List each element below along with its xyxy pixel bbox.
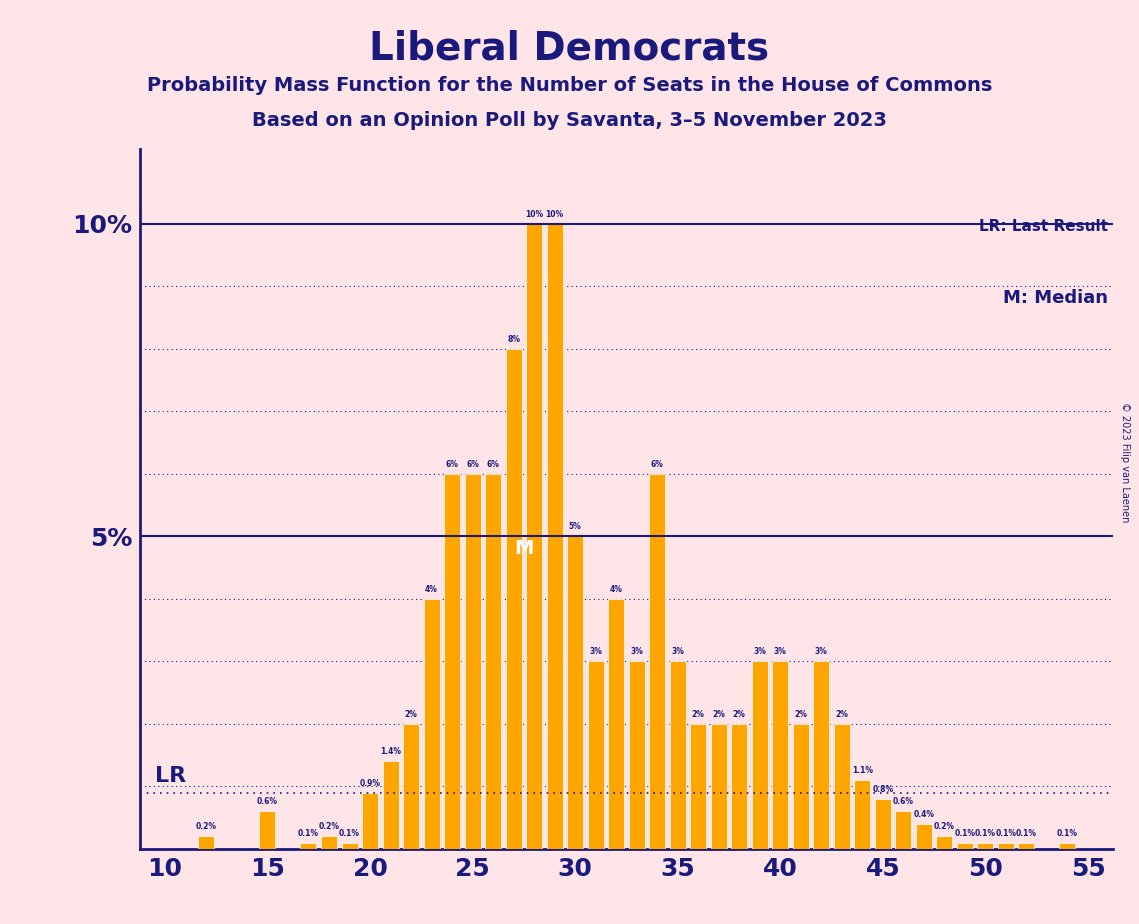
Text: 5%: 5% — [568, 522, 582, 531]
Bar — [875, 799, 891, 849]
Bar — [506, 349, 522, 849]
Text: 3%: 3% — [671, 648, 685, 656]
Text: M: M — [514, 540, 533, 558]
Text: 0.1%: 0.1% — [1016, 829, 1036, 838]
Bar — [260, 811, 276, 849]
Bar — [998, 843, 1014, 849]
Bar — [485, 474, 501, 849]
Text: 0.4%: 0.4% — [913, 810, 934, 819]
Bar — [301, 843, 317, 849]
Text: 3%: 3% — [589, 648, 603, 656]
Text: 3%: 3% — [753, 648, 767, 656]
Bar — [977, 843, 993, 849]
Text: 1.4%: 1.4% — [380, 748, 401, 757]
Text: 1.1%: 1.1% — [852, 766, 872, 775]
Text: 0.2%: 0.2% — [934, 822, 954, 832]
Bar — [813, 662, 829, 849]
Bar — [711, 723, 727, 849]
Bar — [957, 843, 973, 849]
Bar — [854, 780, 870, 849]
Text: 6%: 6% — [486, 460, 500, 469]
Text: 0.1%: 0.1% — [975, 829, 995, 838]
Bar — [670, 662, 686, 849]
Text: 2%: 2% — [835, 710, 849, 719]
Bar — [342, 843, 358, 849]
Bar — [731, 723, 747, 849]
Bar — [629, 662, 645, 849]
Bar — [936, 836, 952, 849]
Text: 6%: 6% — [466, 460, 480, 469]
Bar — [752, 662, 768, 849]
Bar — [916, 824, 932, 849]
Bar — [465, 474, 481, 849]
Text: 4%: 4% — [609, 585, 623, 594]
Bar — [567, 537, 583, 849]
Text: 2%: 2% — [794, 710, 808, 719]
Text: 0.1%: 0.1% — [995, 829, 1016, 838]
Text: LR: LR — [155, 766, 186, 786]
Bar — [198, 836, 214, 849]
Bar — [895, 811, 911, 849]
Bar — [1018, 843, 1034, 849]
Text: 2%: 2% — [691, 710, 705, 719]
Text: Liberal Democrats: Liberal Democrats — [369, 30, 770, 67]
Bar — [444, 474, 460, 849]
Text: 0.1%: 0.1% — [298, 829, 319, 838]
Text: 3%: 3% — [814, 648, 828, 656]
Text: 10%: 10% — [525, 210, 543, 219]
Text: 0.6%: 0.6% — [257, 797, 278, 807]
Bar — [690, 723, 706, 849]
Bar — [547, 224, 563, 849]
Bar — [772, 662, 788, 849]
Text: 2%: 2% — [712, 710, 726, 719]
Text: 4%: 4% — [425, 585, 439, 594]
Text: 0.8%: 0.8% — [872, 785, 893, 794]
Bar — [608, 599, 624, 849]
Text: Probability Mass Function for the Number of Seats in the House of Commons: Probability Mass Function for the Number… — [147, 76, 992, 95]
Text: Based on an Opinion Poll by Savanta, 3–5 November 2023: Based on an Opinion Poll by Savanta, 3–5… — [252, 111, 887, 130]
Text: 10%: 10% — [546, 210, 564, 219]
Text: 0.1%: 0.1% — [954, 829, 975, 838]
Text: 6%: 6% — [445, 460, 459, 469]
Text: 8%: 8% — [507, 335, 521, 344]
Bar — [649, 474, 665, 849]
Bar — [424, 599, 440, 849]
Bar — [321, 836, 337, 849]
Bar — [834, 723, 850, 849]
Text: 6%: 6% — [650, 460, 664, 469]
Bar — [793, 723, 809, 849]
Bar — [403, 723, 419, 849]
Text: 0.1%: 0.1% — [339, 829, 360, 838]
Bar — [588, 662, 604, 849]
Text: 2%: 2% — [404, 710, 418, 719]
Text: 0.9%: 0.9% — [360, 779, 380, 787]
Text: 0.6%: 0.6% — [893, 797, 913, 807]
Text: 0.2%: 0.2% — [196, 822, 216, 832]
Text: 0.1%: 0.1% — [1057, 829, 1077, 838]
Text: 3%: 3% — [630, 648, 644, 656]
Bar — [383, 761, 399, 849]
Text: 2%: 2% — [732, 710, 746, 719]
Bar — [1059, 843, 1075, 849]
Text: © 2023 Filip van Laenen: © 2023 Filip van Laenen — [1121, 402, 1130, 522]
Bar — [526, 224, 542, 849]
Text: 0.2%: 0.2% — [319, 822, 339, 832]
Text: 3%: 3% — [773, 648, 787, 656]
Text: LR: Last Result: LR: Last Result — [978, 219, 1108, 234]
Bar — [362, 793, 378, 849]
Text: M: Median: M: Median — [1002, 289, 1108, 307]
